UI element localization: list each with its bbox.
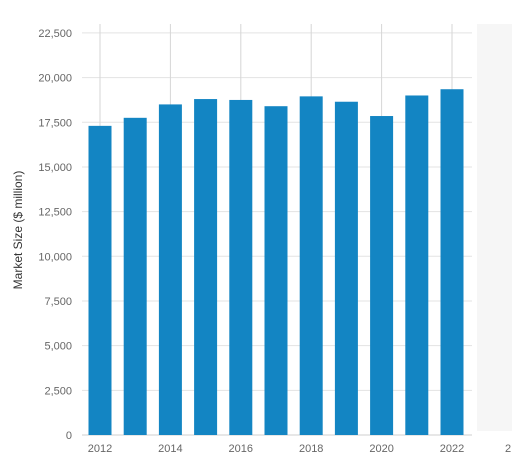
y-tick-label: 0 bbox=[66, 430, 72, 442]
x-tick-label: 2020 bbox=[369, 443, 393, 455]
y-axis-title: Market Size ($ million) bbox=[11, 171, 25, 290]
bar-2017 bbox=[264, 106, 288, 435]
y-tick-label: 15,000 bbox=[38, 162, 72, 174]
y-tick-label: 7,500 bbox=[44, 296, 72, 308]
bar-2016 bbox=[229, 99, 253, 436]
bar-2021 bbox=[405, 95, 429, 435]
y-tick-label: 12,500 bbox=[38, 207, 72, 219]
bar-2022 bbox=[440, 89, 464, 436]
bar-2019 bbox=[334, 101, 358, 435]
bar-2012 bbox=[88, 125, 112, 436]
y-tick-label: 17,500 bbox=[38, 117, 72, 129]
y-tick-label: 20,000 bbox=[38, 73, 72, 85]
x-tick-label: 2012 bbox=[88, 443, 112, 455]
bar-2020 bbox=[370, 116, 394, 435]
y-tick-label: 22,500 bbox=[38, 28, 72, 40]
projection-shaded-region bbox=[477, 24, 512, 431]
y-tick-label: 10,000 bbox=[38, 251, 72, 263]
x-tick-label: 2018 bbox=[299, 443, 323, 455]
bar-2014 bbox=[158, 104, 182, 436]
x-tick-label: 2 bbox=[505, 443, 511, 455]
y-tick-label: 2,500 bbox=[44, 385, 72, 397]
y-axis-tick-labels: 0 2,500 5,000 7,500 10,000 12,500 15,000 17,500… bbox=[38, 28, 72, 442]
bar-2013 bbox=[123, 117, 147, 435]
x-axis-tick-labels: 2012 2014 2016 2018 2020 2022 2 bbox=[88, 443, 511, 455]
x-tick-label: 2016 bbox=[229, 443, 253, 455]
bar-2015 bbox=[194, 99, 218, 435]
y-tick-label: 5,000 bbox=[44, 341, 72, 353]
x-tick-label: 2022 bbox=[440, 443, 464, 455]
x-tick-label: 2014 bbox=[158, 443, 182, 455]
bar-2018 bbox=[299, 96, 323, 436]
bar-series bbox=[88, 89, 464, 436]
